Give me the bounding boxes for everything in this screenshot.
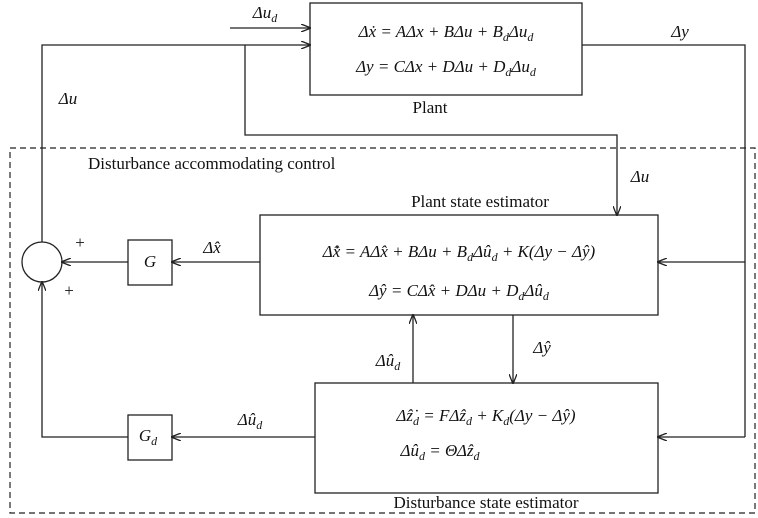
text-part: Δû	[237, 410, 256, 429]
subscript: d	[505, 65, 512, 79]
estimator-input-label: Δu	[630, 167, 649, 186]
summing-junction	[21, 241, 63, 283]
output-line	[582, 44, 746, 437]
subscript: d	[503, 30, 510, 44]
text-part: + K	[472, 406, 505, 425]
disturbance-estimator-equation: Δẑ̇d = FΔẑd + Kd(Δy − Δŷ)	[395, 406, 576, 428]
text-part: Δu	[252, 3, 271, 22]
control-label: Disturbance accommodating control	[88, 154, 336, 173]
plant-estimator-title: Plant state estimator	[411, 192, 549, 211]
subscript: d	[543, 289, 550, 303]
control-input-arrow	[41, 45, 310, 242]
text-part: Δû	[472, 242, 491, 261]
sum-sign: +	[64, 281, 74, 300]
text-part: Δx̂̇ = AΔx̂ + BΔu + B	[322, 242, 468, 261]
text-part: Δû	[375, 351, 394, 370]
subscript: d	[466, 414, 473, 428]
text-part: Δu	[508, 22, 527, 41]
gain-gd-label: Gd	[139, 426, 158, 448]
subscript: d	[473, 449, 480, 463]
disturbance-input-label: Δud	[252, 3, 278, 25]
subscript: d	[503, 414, 510, 428]
text-part: + K(Δy − Δŷ)	[498, 242, 596, 261]
estimator-input-arrow	[244, 45, 617, 215]
disturbance-estimator-title: Disturbance state estimator	[393, 493, 578, 512]
control-boundary	[9, 147, 756, 514]
text-part: Δû	[523, 281, 542, 300]
control-signal-label: Δu	[58, 89, 77, 108]
text-part: Δŷ = CΔx̂ + DΔu + D	[368, 281, 519, 300]
subscript: d	[413, 414, 420, 428]
text-part: Δy = CΔx + DΔu + D	[355, 57, 506, 76]
text-part: Δẑ̇	[395, 406, 418, 425]
text-part: G	[139, 426, 151, 445]
gain-g-label: G	[144, 252, 156, 271]
plant-block	[309, 2, 583, 96]
text-part: Δu	[510, 57, 529, 76]
disturbance-estimate-label: Δûd	[375, 351, 401, 373]
subscript: d	[527, 30, 534, 44]
text-part: Δû	[400, 441, 419, 460]
plant-estimator-equation: Δx̂̇ = AΔx̂ + BΔu + BdΔûd + K(Δy − Δŷ)	[322, 242, 596, 264]
state-estimate-label: Δx̂	[202, 238, 221, 257]
text-part: = FΔẑ	[419, 406, 466, 425]
disturbance-estimator-equation: Δûd = ΘΔẑd	[400, 441, 481, 463]
connections	[41, 28, 746, 438]
subscript: d	[518, 289, 525, 303]
text-part: Δẋ = AΔx + BΔu + B	[358, 22, 504, 41]
gd-input-label: Δûd	[237, 410, 263, 432]
subscript: d	[151, 434, 158, 448]
gain-g-block	[127, 239, 173, 286]
text-part: (Δy − Δŷ)	[509, 406, 576, 425]
subscript: d	[530, 65, 537, 79]
subscript: d	[256, 418, 263, 432]
gd-to-sum-arrow	[42, 282, 128, 438]
subscript: d	[419, 449, 426, 463]
subscript: d	[492, 250, 499, 264]
output-estimate-label: Δŷ	[532, 338, 551, 357]
text-part: = ΘΔẑ	[425, 441, 474, 460]
plant-equation: Δẋ = AΔx + BΔu + BdΔud	[358, 22, 535, 44]
subscript: d	[271, 11, 278, 25]
subscript: d	[394, 359, 401, 373]
output-label: Δy	[670, 22, 689, 41]
plant-label: Plant	[413, 98, 448, 117]
plant-estimator-equation: Δŷ = CΔx̂ + DΔu + DdΔûd	[368, 281, 550, 303]
disturbance-estimator-block	[314, 382, 659, 494]
plant-estimator-block	[259, 214, 659, 316]
plant-equation: Δy = CΔx + DΔu + DdΔud	[355, 57, 537, 79]
sum-sign: +	[75, 233, 85, 252]
subscript: d	[467, 250, 474, 264]
